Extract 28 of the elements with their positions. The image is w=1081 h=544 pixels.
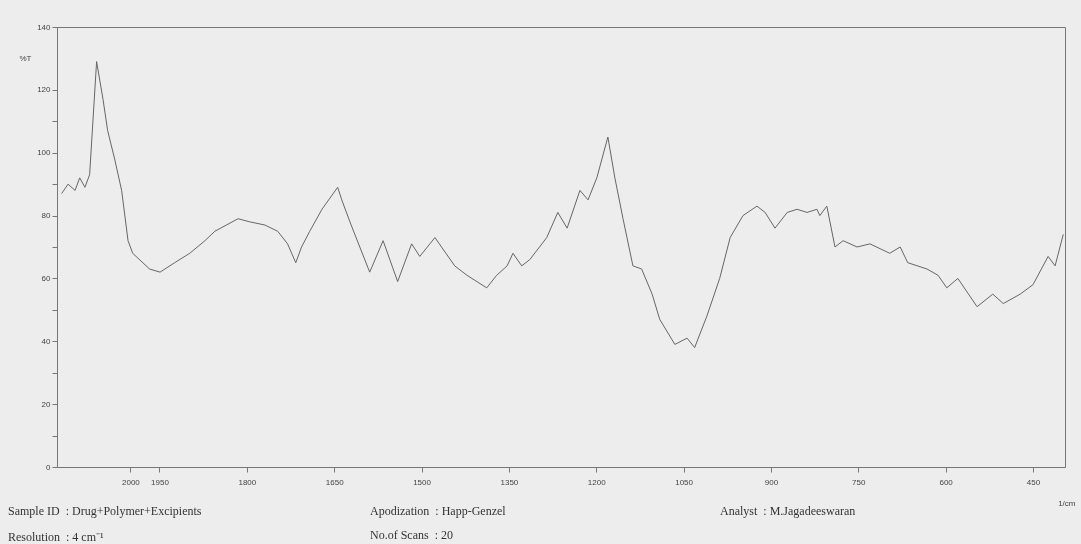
x-tick-label: 750 — [852, 477, 866, 487]
text: Resolution : 4 cm⁻¹ — [8, 529, 104, 544]
x-tick-label: 1200 — [587, 477, 607, 487]
text: Analyst : M.Jagadeeswaran — [720, 504, 856, 519]
y-tick-label: 140 — [37, 22, 52, 32]
text: Sample ID : Drug+Polymer+Excipients — [8, 504, 202, 519]
x-tick-label: 1500 — [413, 477, 432, 487]
y-tick-label: 100 — [37, 148, 52, 158]
y-tick-label: 60 — [41, 273, 52, 283]
x-tick-label: 450 — [1026, 477, 1041, 487]
y-tick-label: 120 — [37, 85, 52, 95]
line-series — [61, 61, 1064, 349]
y-axis-title: %T — [19, 53, 32, 63]
y-tick-label: 40 — [41, 336, 52, 346]
x-tick-label: 1050 — [675, 477, 694, 487]
x-axis-title: 1/cm — [1058, 498, 1076, 508]
x-tick-label: 1800 — [238, 477, 257, 487]
x-tick-label: 1950 — [151, 477, 170, 487]
text: Apodization : Happ-Genzel — [370, 504, 506, 519]
x-tick-label: 900 — [764, 477, 779, 487]
text: No.of Scans : 20 — [370, 528, 453, 543]
y-tick-label: 20 — [41, 399, 52, 409]
y-tick-label: 0 — [46, 462, 52, 472]
y-tick-label: 80 — [41, 211, 52, 221]
x-tick-label: 1350 — [500, 477, 519, 487]
x-tick-label: 600 — [939, 477, 954, 487]
x-tick-label: 1650 — [325, 477, 345, 487]
x-tick-label: 2000 — [121, 477, 141, 487]
